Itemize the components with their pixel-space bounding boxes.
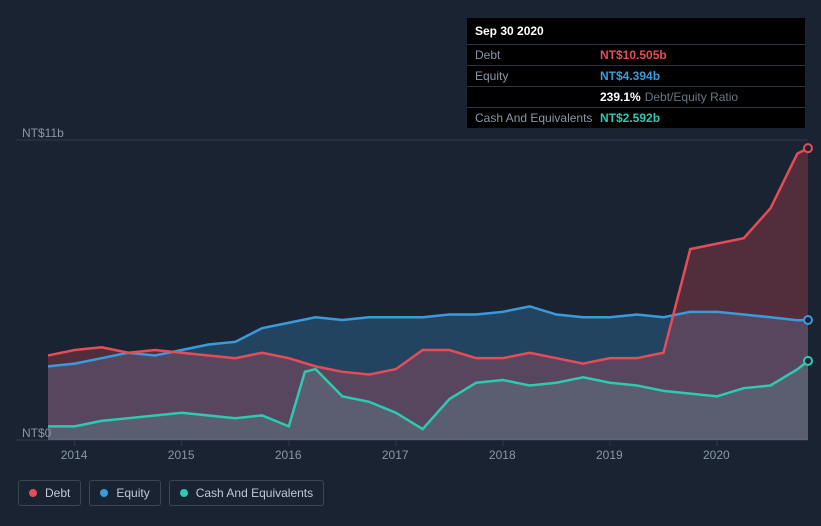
series-endpoint xyxy=(804,357,812,365)
tooltip-row: DebtNT$10.505b xyxy=(467,45,805,66)
tooltip-row-label: Cash And Equivalents xyxy=(475,111,600,125)
x-axis-label: 2016 xyxy=(275,448,302,462)
tooltip-row: Cash And EquivalentsNT$2.592b xyxy=(467,108,805,128)
legend-item[interactable]: Cash And Equivalents xyxy=(169,480,324,506)
legend-dot-icon xyxy=(180,489,188,497)
x-axis-label: 2015 xyxy=(168,448,195,462)
legend-dot-icon xyxy=(29,489,37,497)
legend-label: Equity xyxy=(116,486,149,500)
x-axis-label: 2018 xyxy=(489,448,516,462)
series-endpoint xyxy=(804,144,812,152)
x-axis-label: 2017 xyxy=(382,448,409,462)
legend-label: Debt xyxy=(45,486,70,500)
x-axis-label: 2019 xyxy=(596,448,623,462)
tooltip-row-label: Debt xyxy=(475,48,600,62)
tooltip-row-value: NT$2.592b xyxy=(600,111,660,125)
legend-dot-icon xyxy=(100,489,108,497)
tooltip-row: EquityNT$4.394b xyxy=(467,66,805,87)
tooltip-row: 239.1% Debt/Equity Ratio xyxy=(467,87,805,108)
legend-label: Cash And Equivalents xyxy=(196,486,313,500)
y-axis-label: NT$11b xyxy=(22,126,64,140)
y-axis-label: NT$0 xyxy=(22,426,51,440)
chart-legend: Debt Equity Cash And Equivalents xyxy=(18,480,324,506)
tooltip-ratio-label: Debt/Equity Ratio xyxy=(645,90,738,104)
tooltip-row-label xyxy=(475,90,600,104)
legend-item[interactable]: Debt xyxy=(18,480,81,506)
x-axis-label: 2014 xyxy=(61,448,88,462)
x-axis-label: 2020 xyxy=(703,448,730,462)
series-endpoint xyxy=(804,316,812,324)
tooltip-ratio-pct: 239.1% xyxy=(600,90,641,104)
legend-item[interactable]: Equity xyxy=(89,480,160,506)
series-area xyxy=(48,148,808,440)
tooltip-row-label: Equity xyxy=(475,69,600,83)
tooltip-row-value: NT$10.505b xyxy=(600,48,667,62)
tooltip-row-value: NT$4.394b xyxy=(600,69,660,83)
chart-tooltip: Sep 30 2020 DebtNT$10.505bEquityNT$4.394… xyxy=(467,18,805,128)
tooltip-date: Sep 30 2020 xyxy=(467,18,805,45)
